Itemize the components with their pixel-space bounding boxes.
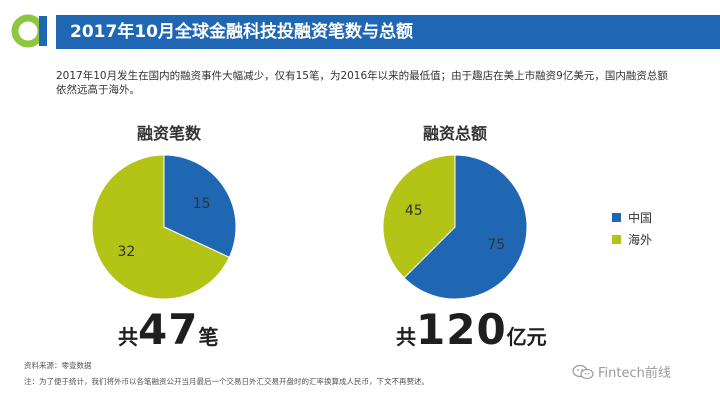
pie-slice-overseas [91,154,230,300]
total-amount-suffix: 亿元 [506,325,547,349]
total-count-suffix: 笔 [198,325,219,349]
watermark-text: Fintech前线 [598,366,671,381]
pie-slice-china [163,154,237,258]
pie-slice-overseas [382,154,456,279]
chart-title-count: 融资笔数 [136,124,201,143]
intro-line-1: 2017年10月发生在国内的融资事件大幅减少，仅有15笔，为2016年以来的最低… [56,70,668,82]
intro-text: 2017年10月发生在国内的融资事件大幅减少，仅有15笔，为2016年以来的最低… [56,69,676,97]
total-amount: 共120亿元 [396,305,547,354]
watermark: Fintech前线 [572,362,671,381]
wechat-icon [572,364,594,379]
pie-data-label: 15 [193,196,211,212]
legend-item-overseas: 海外 [612,228,652,250]
legend-label-overseas: 海外 [628,232,653,247]
legend-label-china: 中国 [628,210,653,225]
legend: 中国 海外 [612,206,652,250]
intro-line-2: 依然远高于海外。 [56,84,140,96]
total-count-prefix: 共 [118,325,138,349]
chart-title-amount: 融资总额 [422,124,487,143]
legend-swatch-overseas [612,234,621,244]
total-count-value: 47 [138,305,199,354]
legend-swatch-china [612,212,621,222]
brand-logo-icon [11,14,47,48]
total-count: 共47笔 [118,305,218,354]
pie-data-label: 75 [487,237,505,253]
pie-slice-china [403,154,528,300]
pie-chart-amount: 75 45 [382,154,528,300]
total-amount-value: 120 [416,305,507,354]
pie-data-label: 32 [117,244,135,260]
page-title: 2017年10月全球金融科技投融资笔数与总额 [56,15,720,49]
legend-item-china: 中国 [612,206,652,228]
footnote: 注：为了便于统计，我们将外币以各笔融资公开当月最后一个交易日外汇交易开盘时的汇率… [24,377,429,386]
pie-data-label: 45 [405,203,423,219]
source-note: 资料来源：零壹数据 [24,361,92,370]
total-amount-prefix: 共 [396,325,416,349]
